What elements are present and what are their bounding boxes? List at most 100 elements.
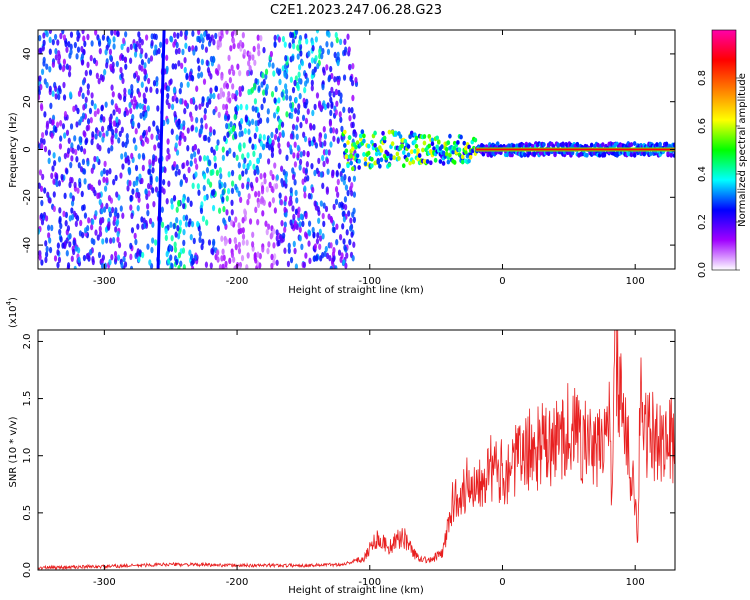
heatmap-cell — [381, 130, 385, 136]
heatmap-cell — [247, 128, 251, 135]
heatmap-cell — [444, 147, 449, 152]
spectrogram-y-ticks: -40 -20 0 20 40 — [22, 48, 675, 253]
heatmap-cell — [397, 156, 401, 161]
heatmap-cell — [230, 209, 234, 216]
heatmap-cell — [65, 168, 69, 175]
heatmap-cell — [55, 172, 59, 180]
heatmap-cell — [277, 36, 281, 43]
heatmap-cell — [433, 157, 438, 163]
heatmap-cell — [155, 87, 159, 95]
heatmap-cell — [282, 169, 286, 176]
heatmap-cell — [336, 51, 340, 58]
heatmap-cell — [298, 64, 302, 71]
colorbar-tick-label: 0.4 — [697, 166, 708, 182]
heatmap-cell — [219, 172, 223, 180]
heatmap-cell — [120, 126, 124, 134]
heatmap-cell — [294, 189, 298, 197]
heatmap-cell — [105, 202, 109, 210]
heatmap-cell — [108, 258, 112, 266]
heatmap-cell — [170, 128, 174, 135]
heatmap-cell — [315, 238, 320, 245]
heatmap-cell — [251, 241, 255, 248]
heatmap-cell — [202, 173, 207, 180]
heatmap-cell — [144, 52, 148, 59]
heatmap-cell — [181, 197, 185, 204]
heatmap-cell — [272, 228, 276, 235]
heatmap-cell — [297, 103, 301, 110]
heatmap-cell — [78, 181, 82, 189]
heatmap-cell — [289, 187, 293, 194]
heatmap-cell — [89, 116, 93, 124]
heatmap-cell — [152, 80, 157, 87]
heatmap-cell — [115, 60, 119, 68]
heatmap-cell — [296, 152, 300, 159]
heatmap-cell — [293, 220, 298, 227]
heatmap-cell — [79, 116, 83, 123]
heatmap-cell — [148, 159, 152, 166]
heatmap-cell — [146, 243, 150, 250]
heatmap-cell — [41, 173, 45, 181]
heatmap-cell — [86, 33, 90, 41]
heatmap-cell — [230, 199, 234, 207]
heatmap-cell — [114, 255, 118, 263]
heatmap-cell — [261, 197, 265, 204]
heatmap-cell — [175, 216, 179, 224]
heatmap-cell — [189, 160, 193, 167]
heatmap-cell — [672, 153, 675, 158]
heatmap-cell — [200, 43, 205, 50]
heatmap-cell — [58, 143, 63, 150]
heatmap-cell — [182, 120, 186, 127]
heatmap-cell — [177, 264, 181, 269]
heatmap-cell — [323, 250, 327, 258]
snr-y-exponent-close: ) — [8, 297, 19, 301]
heatmap-cell — [48, 36, 52, 44]
heatmap-cell — [179, 30, 183, 37]
heatmap-cell — [112, 36, 116, 43]
heatmap-cell — [629, 142, 634, 147]
heatmap-cell — [154, 239, 158, 246]
heatmap-cell — [206, 66, 211, 74]
heatmap-cell — [119, 172, 123, 179]
heatmap-cell — [148, 168, 152, 175]
heatmap-cell — [273, 253, 277, 260]
heatmap-cell — [664, 141, 669, 147]
heatmap-cell — [177, 118, 181, 125]
heatmap-cell — [363, 161, 368, 167]
heatmap-cell — [338, 38, 343, 46]
heatmap-cell — [97, 77, 101, 85]
heatmap-cell — [90, 138, 94, 146]
heatmap-cell — [47, 149, 51, 156]
heatmap-cell — [145, 34, 149, 41]
heatmap-cell — [112, 178, 116, 186]
heatmap-cell — [393, 132, 398, 137]
snr-y-label: SNR (10 * v/v) — [8, 416, 19, 487]
heatmap-cell — [129, 253, 133, 261]
heatmap-cell — [222, 254, 226, 262]
heatmap-cell — [167, 153, 171, 160]
heatmap-cell — [292, 240, 296, 248]
heatmap-cell — [252, 163, 256, 171]
heatmap-cell — [230, 180, 235, 187]
heatmap-cell — [267, 241, 271, 248]
heatmap-cell — [287, 247, 291, 254]
heatmap-cell — [129, 57, 133, 64]
heatmap-cell — [198, 128, 202, 135]
heatmap-cell — [355, 140, 360, 146]
heatmap-cell — [150, 133, 154, 140]
heatmap-cell — [283, 206, 287, 213]
heatmap-cell — [56, 242, 60, 249]
heatmap-cell — [156, 105, 160, 112]
heatmap-cell — [165, 65, 169, 73]
heatmap-cell — [67, 147, 71, 155]
heatmap-cell — [165, 38, 169, 45]
heatmap-cell — [95, 155, 99, 163]
heatmap-cell — [81, 112, 86, 119]
heatmap-cell — [189, 97, 193, 105]
heatmap-cell — [457, 147, 462, 153]
heatmap-cell — [69, 31, 74, 38]
heatmap-cell — [241, 182, 245, 190]
heatmap-cell — [212, 188, 216, 196]
heatmap-cell — [266, 108, 270, 115]
heatmap-cell — [327, 31, 331, 38]
heatmap-cell — [294, 208, 298, 216]
